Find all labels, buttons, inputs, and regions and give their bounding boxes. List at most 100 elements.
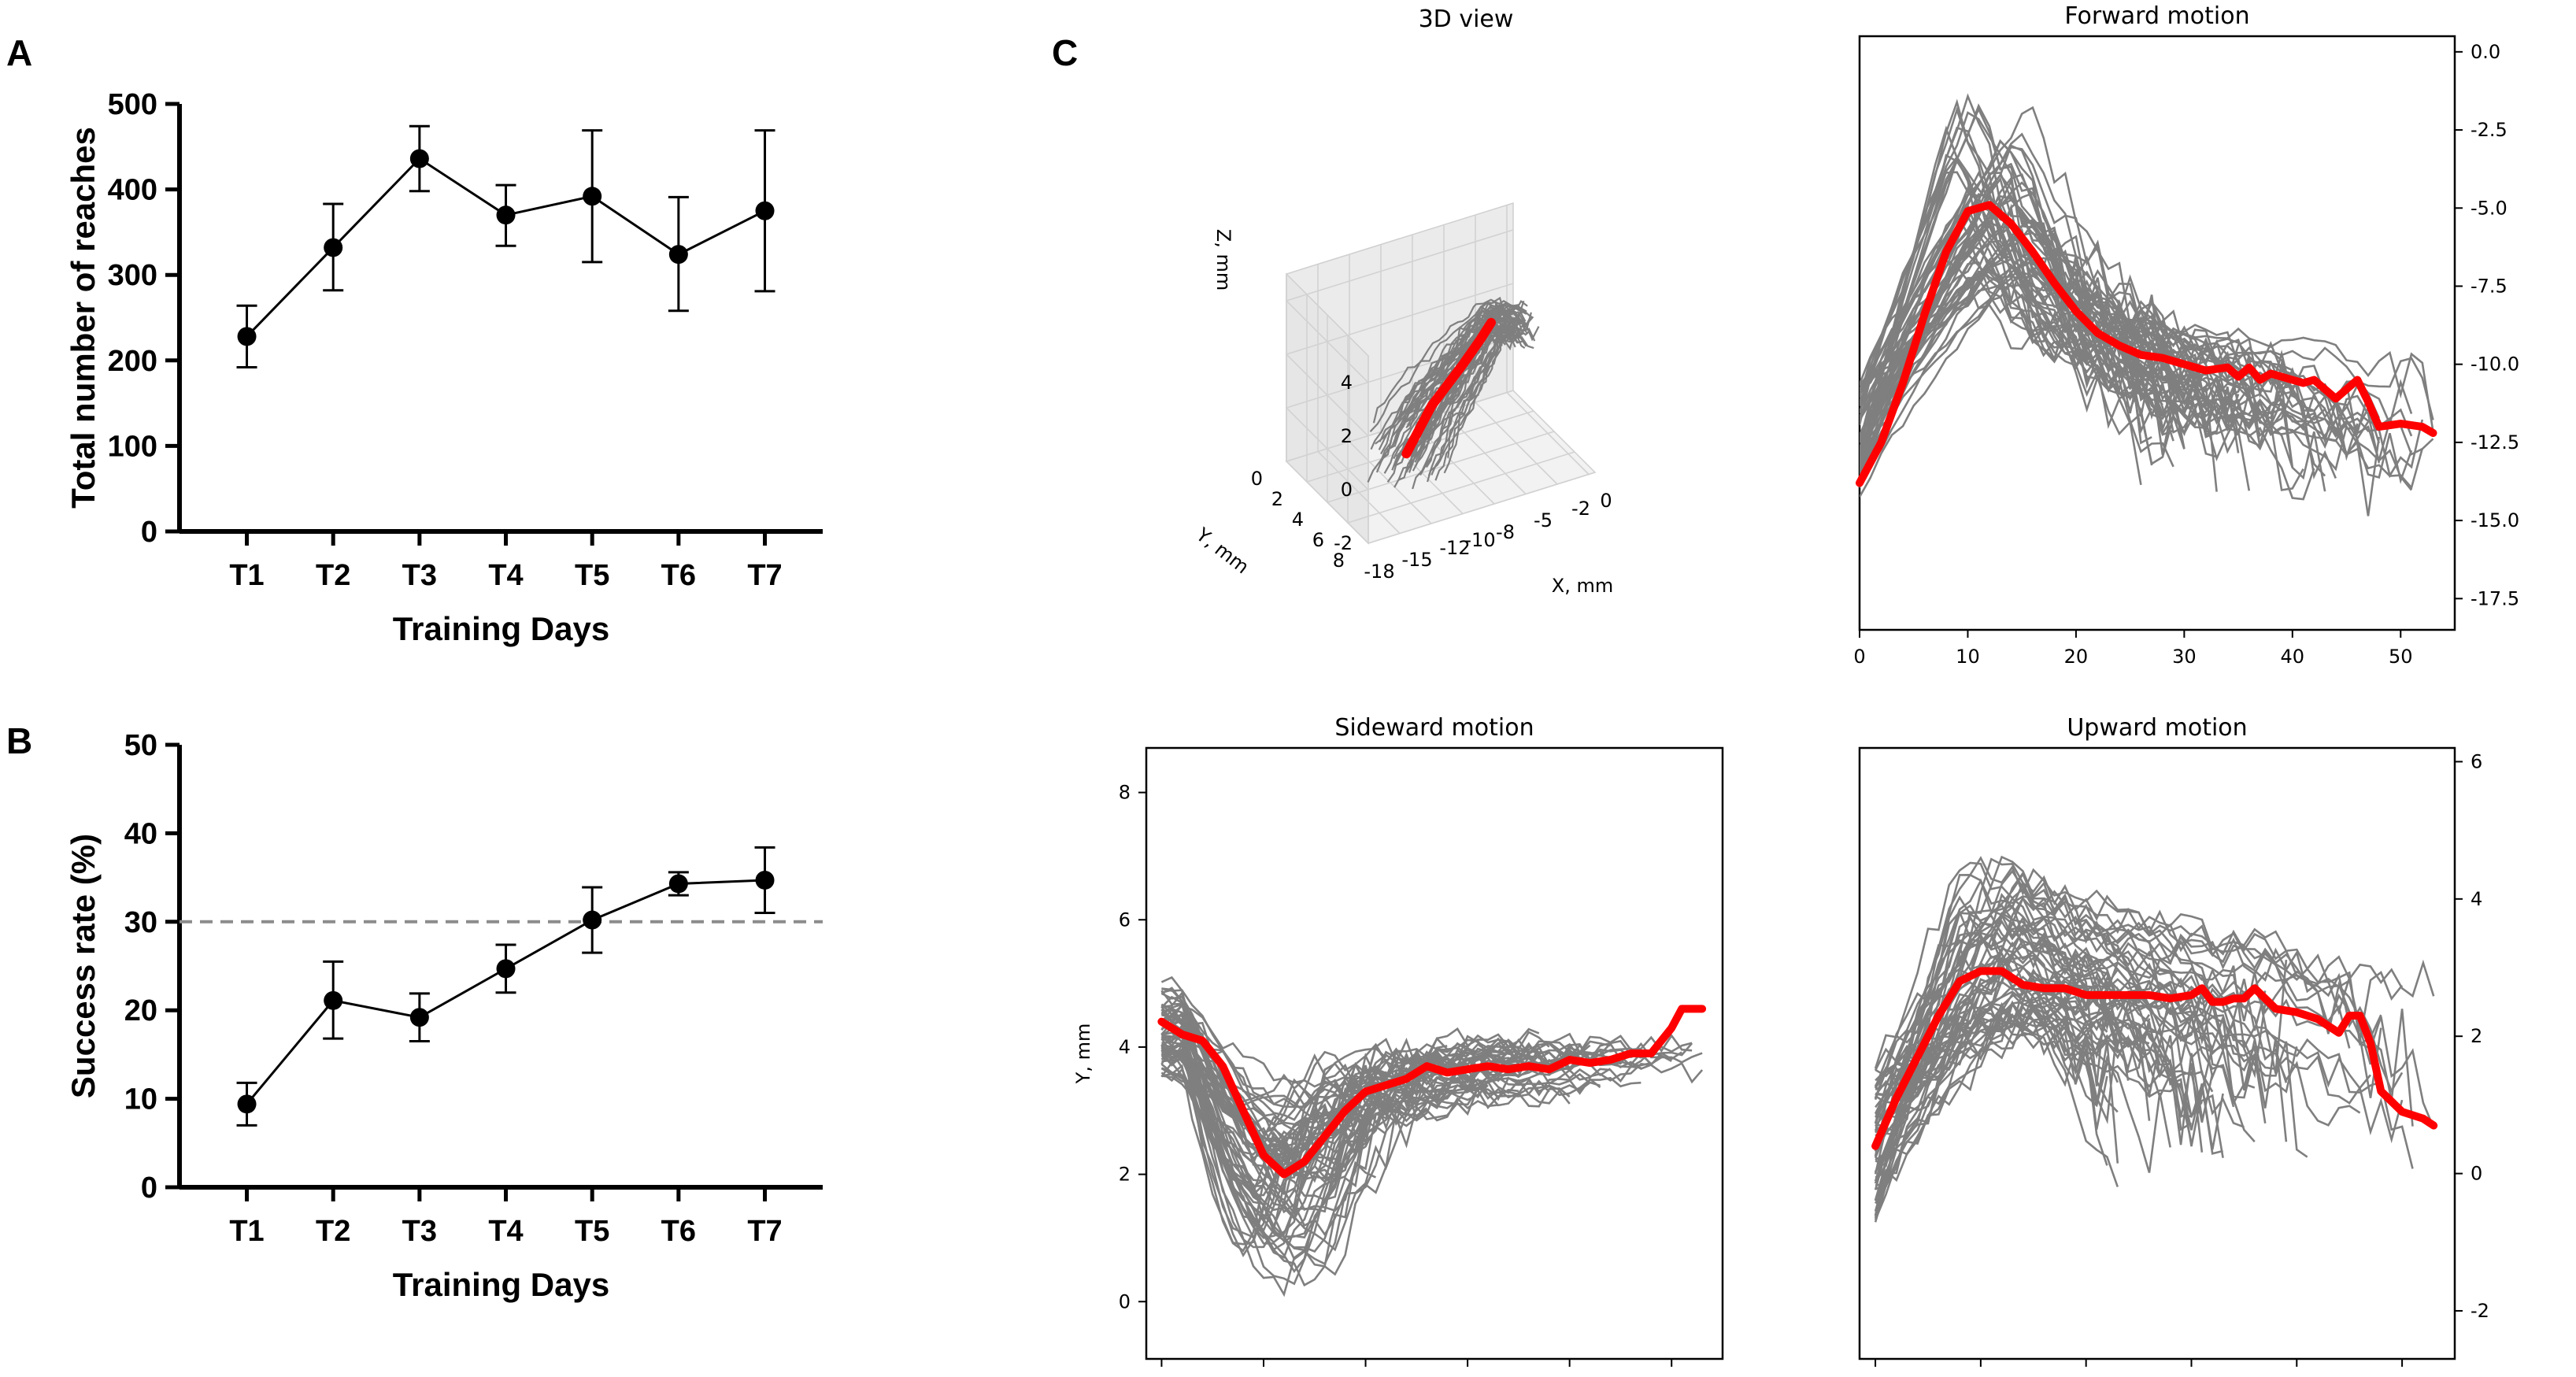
trial-traces — [1874, 855, 2435, 1223]
x-tick-label: T5 — [575, 1215, 609, 1248]
plot-frame — [1858, 746, 2456, 1360]
x-tick-label: T1 — [229, 559, 264, 592]
x-tick-label: 0 — [1869, 1375, 1881, 1377]
trial-trace — [1860, 126, 2413, 428]
z-axis-title: Z, mm — [1212, 229, 1234, 291]
data-point-T2 — [324, 238, 343, 257]
y-tick-label: 0 — [141, 516, 157, 549]
trial-trace — [1874, 856, 2414, 1175]
y-tick-label: 6 — [1312, 529, 1324, 551]
y-tick-label: -2 — [2471, 1300, 2489, 1322]
y-tick-label: 0 — [141, 1172, 157, 1205]
trial-traces — [1160, 975, 1704, 1297]
x-tick-label: T7 — [747, 559, 782, 592]
y-tick-label: 2 — [2471, 1025, 2482, 1047]
x-tick-label: T4 — [488, 559, 523, 592]
y-axis-title: Z, mm — [2574, 1023, 2576, 1084]
x-tick-label: 50 — [2389, 646, 2413, 668]
z-tick-label: 4 — [1341, 372, 1353, 394]
y-tick-label: 2 — [1271, 488, 1283, 510]
panel-label-a: A — [6, 32, 33, 73]
trial-trace — [1160, 1045, 1417, 1259]
trial-trace — [1160, 1012, 1540, 1120]
data-point-T5 — [583, 910, 602, 930]
data-point-T5 — [583, 187, 602, 206]
grid-lines — [1285, 205, 1596, 545]
y-axis-title: Success rate (%) — [65, 834, 102, 1098]
z-tick-label: -2 — [1334, 532, 1353, 554]
panel-title: Sideward motion — [1334, 714, 1534, 742]
x-tick-label: 30 — [2172, 646, 2197, 668]
panel-title: Upward motion — [2067, 714, 2247, 742]
x-tick-label: 20 — [2074, 1375, 2098, 1377]
trial-trace — [1874, 947, 2372, 1184]
x-tick-label: -15 — [1401, 549, 1432, 571]
y-tick-label: 6 — [1119, 909, 1131, 931]
data-point-T7 — [755, 870, 775, 890]
panel-label-c: C — [1052, 32, 1079, 73]
x-tick-label: 10 — [1252, 1375, 1276, 1377]
y-tick-label: 4 — [2471, 888, 2482, 910]
y-axis-title: Y, mm — [1072, 1023, 1094, 1085]
panel-b-success-chart: 0 10 20 30 40 50 T1 T2 T3 T4 T5 T6 T7 Training Days Su… — [65, 729, 823, 1303]
trial-trace — [1875, 904, 2382, 1082]
trial-trace — [1160, 1004, 1509, 1109]
data-point-T6 — [668, 245, 688, 265]
y-tick-label: -7.5 — [2471, 275, 2508, 297]
trial-trace — [1860, 214, 2174, 436]
y-axis-title: Y, mm — [1191, 523, 1253, 578]
trial-trace — [1875, 980, 2203, 1179]
y-tick-label: -17.5 — [2471, 587, 2519, 609]
grid-line-z — [1285, 229, 1514, 383]
x-tick-label: -10 — [1464, 529, 1495, 551]
trial-trace — [1372, 298, 1519, 424]
x-axis-title: Training Days — [393, 610, 609, 647]
data-point-T3 — [409, 1008, 429, 1027]
trial-traces — [1860, 93, 2434, 516]
x-tick-label: 20 — [1353, 1375, 1378, 1377]
y-tick-label: 30 — [124, 906, 157, 939]
trial-trace — [1860, 146, 2196, 421]
data-point-T6 — [668, 874, 688, 894]
x-tick-label: 50 — [1660, 1375, 1684, 1377]
x-tick-label: 20 — [2064, 646, 2089, 668]
x-tick-label: -12 — [1439, 537, 1470, 559]
data-point-T7 — [755, 201, 775, 220]
panel-title: 3D view — [1419, 6, 1514, 33]
x-tick-label: 40 — [2281, 646, 2305, 668]
y-tick-label: 6 — [2471, 750, 2482, 772]
panel-c-sideward-motion: Sideward motion 0 10 20 30 40 50 0 2 4 6 8 Y, mm — [1072, 714, 1724, 1377]
mean-trajectory-line — [1401, 317, 1496, 459]
y-tick-label: 8 — [1333, 550, 1345, 572]
y-tick-label: 400 — [108, 174, 157, 207]
x-tick-label: T2 — [316, 1215, 350, 1248]
panel-label-b: B — [6, 720, 33, 761]
x-tick-label: T3 — [402, 559, 437, 592]
x-axis-title: X, mm — [1552, 575, 1613, 597]
z-tick-label: 0 — [1341, 479, 1353, 501]
y-tick-label: 0 — [2471, 1163, 2482, 1185]
panel-c-upward-motion: Upward motion010203040506420-2Z, mm — [1858, 714, 2576, 1377]
mean-trajectory-line — [1871, 967, 2438, 1150]
trial-trace — [1405, 305, 1512, 429]
y-axis-title: X, mm — [2574, 302, 2576, 364]
trial-trace — [1160, 1018, 1367, 1197]
y-tick-label: -15.0 — [2471, 509, 2519, 531]
y-axis-title: Total number of reaches — [65, 127, 102, 509]
x-tick-label: -18 — [1364, 561, 1394, 583]
x-tick-label: T3 — [402, 1215, 437, 1248]
grid-line-z — [1285, 283, 1514, 437]
y-tick-label: -12.5 — [2471, 431, 2519, 453]
trial-trace — [1397, 304, 1509, 430]
x-tick-label: T6 — [661, 1215, 696, 1248]
x-tick-label: 40 — [1557, 1375, 1582, 1377]
plot-frame — [1145, 746, 1724, 1360]
trial-trace — [1860, 194, 2424, 490]
x-tick-label: T6 — [661, 559, 696, 592]
trial-trace — [1860, 267, 2186, 489]
trial-trace — [1875, 1000, 2130, 1124]
trial-trace — [1161, 1041, 1641, 1183]
x-tick-label: 0 — [1600, 490, 1612, 512]
trial-trace — [1875, 1001, 2171, 1173]
